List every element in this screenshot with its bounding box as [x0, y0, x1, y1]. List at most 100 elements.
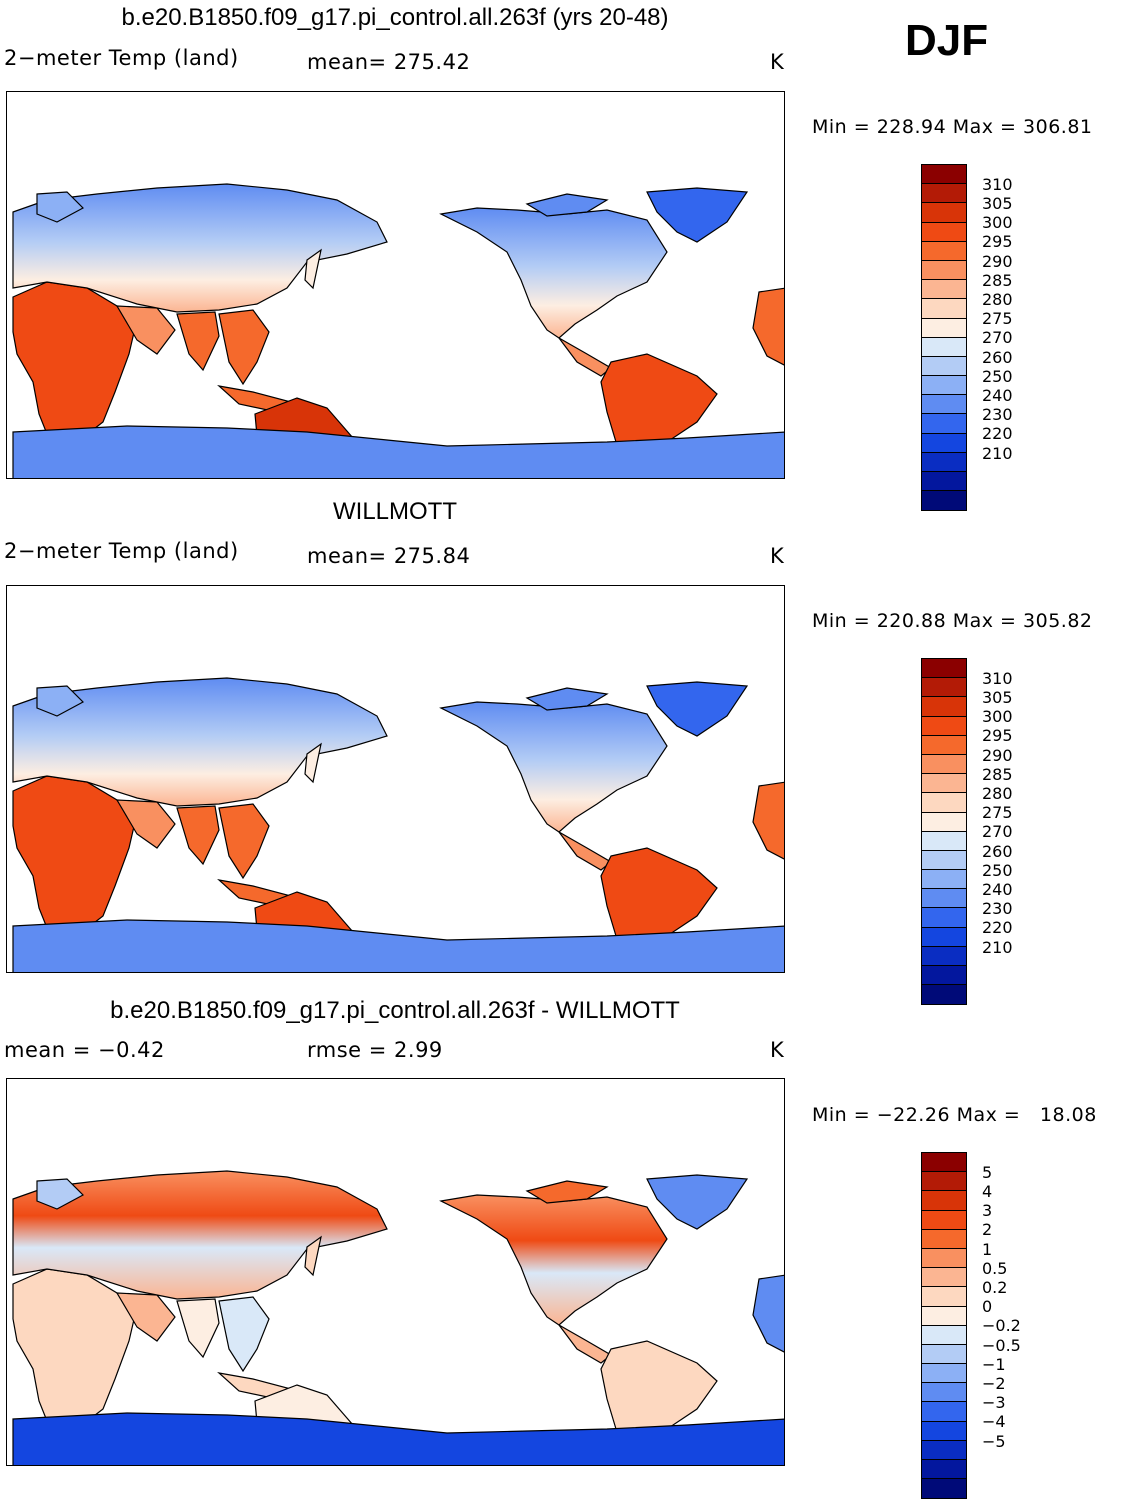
colorbar-swatch: [922, 395, 966, 414]
colorbar-swatch: [922, 928, 966, 947]
colorbar-tick-label: 3: [982, 1201, 992, 1220]
land-greenland: [647, 1175, 747, 1229]
variable-label-model: 2−meter Temp (land): [4, 46, 239, 70]
land-india: [177, 1299, 219, 1357]
colorbar-tick-label: 295: [982, 726, 1013, 745]
colorbar-tick-label: 275: [982, 803, 1013, 822]
colorbar-tick-label: 220: [982, 424, 1013, 443]
map-model: [6, 91, 785, 479]
land-namer: [441, 702, 667, 832]
colorbar-swatch: [922, 1422, 966, 1441]
land-camer: [559, 832, 611, 870]
colorbar-tick-label: 285: [982, 765, 1013, 784]
colorbar-swatch: [922, 203, 966, 222]
colorbar-tick-label: 1: [982, 1240, 992, 1259]
colorbar-swatch: [922, 319, 966, 338]
land-india: [177, 806, 219, 864]
colorbar-tick-label: 295: [982, 232, 1013, 251]
colorbar-tick-label: −0.2: [982, 1316, 1021, 1335]
colorbar-tick-label: 250: [982, 861, 1013, 880]
colorbar-tick-label: −4: [982, 1412, 1006, 1431]
colorbar-swatch: [922, 947, 966, 966]
colorbar-swatch: [922, 261, 966, 280]
map-obs: [6, 585, 785, 973]
panel-title-obs: WILLMOTT: [0, 498, 790, 526]
colorbar-tick-label: −3: [982, 1393, 1006, 1412]
colorbar-tick-label: 300: [982, 213, 1013, 232]
colorbar-swatch: [922, 1307, 966, 1326]
mean-label-obs: mean= 275.84: [307, 544, 470, 568]
colorbar-tick-label: 270: [982, 822, 1013, 841]
units-label-diff: K: [770, 1038, 784, 1062]
colorbar-swatch: [922, 1402, 966, 1421]
colorbar-tick-label: 0.2: [982, 1278, 1007, 1297]
colorbar-tick-label: 220: [982, 918, 1013, 937]
map-canvas: [7, 586, 785, 973]
land-camer: [559, 1325, 611, 1363]
land-wafrica: [753, 782, 785, 860]
colorbar-swatch: [922, 184, 966, 203]
colorbar-tick-label: 4: [982, 1182, 992, 1201]
colorbar-swatch: [922, 1383, 966, 1402]
mean-label-diff: mean = −0.42: [4, 1038, 165, 1062]
colorbar-tick-label: 300: [982, 707, 1013, 726]
land-namer: [441, 1195, 667, 1325]
land-greenland: [647, 682, 747, 736]
colorbar-tick-label: 305: [982, 688, 1013, 707]
colorbar-tick-label: −2: [982, 1374, 1006, 1393]
colorbar-swatch: [922, 434, 966, 453]
colorbar-swatch: [922, 414, 966, 433]
colorbar-tick-label: 210: [982, 938, 1013, 957]
land-camer: [559, 338, 611, 376]
variable-label-obs: 2−meter Temp (land): [4, 539, 239, 563]
colorbar-tick-label: 210: [982, 444, 1013, 463]
colorbar-swatch: [922, 774, 966, 793]
units-label-obs: K: [770, 544, 784, 568]
colorbar-swatch: [922, 1345, 966, 1364]
colorbar-tick-label: 275: [982, 309, 1013, 328]
colorbar-swatch: [922, 1460, 966, 1479]
colorbar-swatch: [922, 832, 966, 851]
colorbar-diff: [921, 1152, 967, 1499]
colorbar-swatch: [922, 1479, 966, 1498]
map-diff: [6, 1078, 785, 1466]
colorbar-swatch: [922, 1249, 966, 1268]
colorbar-swatch: [922, 280, 966, 299]
colorbar-swatch: [922, 659, 966, 678]
colorbar-swatch: [922, 966, 966, 985]
colorbar-swatch: [922, 889, 966, 908]
colorbar-swatch: [922, 242, 966, 261]
colorbar-tick-label: −5: [982, 1432, 1006, 1451]
colorbar-swatch: [922, 1326, 966, 1345]
land-namer: [441, 208, 667, 338]
units-label-model: K: [770, 50, 784, 74]
land-seasia: [219, 310, 269, 384]
land-seasia: [219, 804, 269, 878]
panel-title-model: b.e20.B1850.f09_g17.pi_control.all.263f …: [0, 4, 790, 32]
colorbar-swatch: [922, 697, 966, 716]
colorbar-tick-label: 280: [982, 290, 1013, 309]
land-greenland: [647, 188, 747, 242]
colorbar-swatch: [922, 1191, 966, 1210]
land-india: [177, 312, 219, 370]
season-label: DJF: [905, 16, 988, 66]
colorbar-swatch: [922, 1172, 966, 1191]
colorbar-swatch: [922, 1153, 966, 1172]
land-seasia: [219, 1297, 269, 1371]
colorbar-swatch: [922, 985, 966, 1004]
colorbar-tick-label: 285: [982, 271, 1013, 290]
colorbar-tick-label: 280: [982, 784, 1013, 803]
colorbar-tick-label: 2: [982, 1220, 992, 1239]
minmax-model: Min = 228.94 Max = 306.81: [812, 116, 1093, 138]
colorbar-tick-label: 270: [982, 328, 1013, 347]
colorbar-swatch: [922, 793, 966, 812]
colorbar-swatch: [922, 1230, 966, 1249]
colorbar-swatch: [922, 1211, 966, 1230]
map-canvas: [7, 1079, 785, 1466]
minmax-obs: Min = 220.88 Max = 305.82: [812, 610, 1093, 632]
colorbar-swatch: [922, 299, 966, 318]
colorbar-swatch: [922, 453, 966, 472]
colorbar-swatch: [922, 223, 966, 242]
panel-title-diff: b.e20.B1850.f09_g17.pi_control.all.263f …: [0, 997, 790, 1025]
colorbar-tick-label: 310: [982, 175, 1013, 194]
